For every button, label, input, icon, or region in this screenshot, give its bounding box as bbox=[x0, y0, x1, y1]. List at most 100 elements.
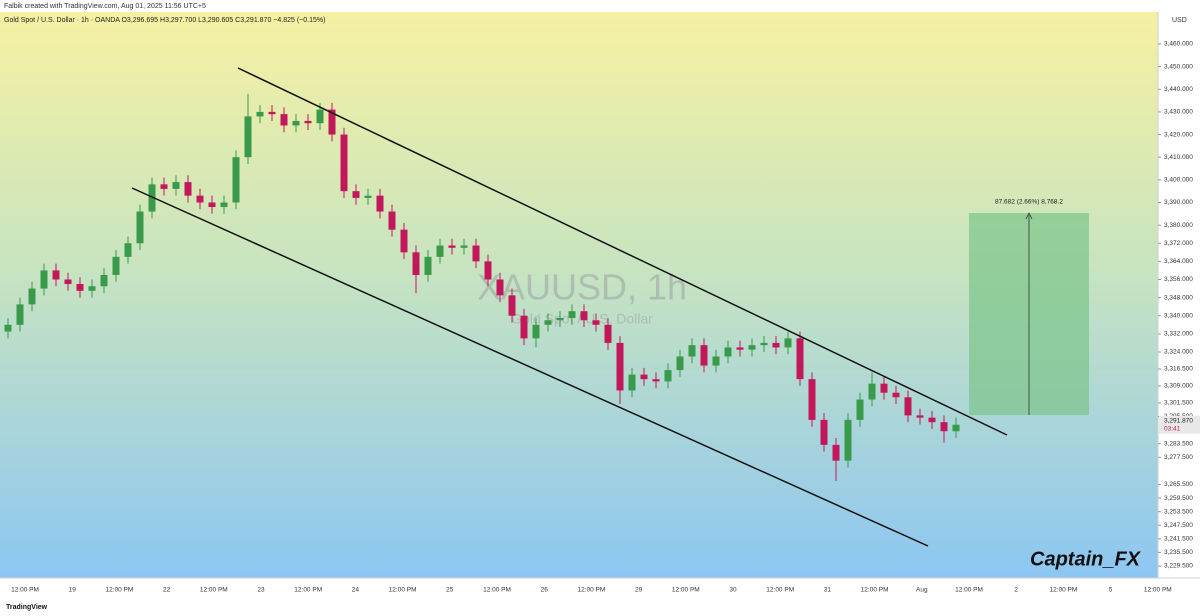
current-price-box bbox=[1159, 415, 1200, 434]
y-tick-label: 3,283.500 bbox=[1164, 440, 1193, 447]
candle-body bbox=[784, 338, 792, 348]
candle-body bbox=[928, 417, 936, 423]
y-tick-label: 3,332.000 bbox=[1164, 331, 1193, 338]
candle-body bbox=[688, 345, 696, 357]
candle-body bbox=[52, 270, 60, 280]
x-tick-label: 5 bbox=[1109, 587, 1113, 594]
candle-body bbox=[880, 383, 888, 393]
candle-body bbox=[844, 419, 852, 461]
y-tick-label: 3,324.000 bbox=[1164, 349, 1193, 356]
candle-body bbox=[580, 311, 588, 321]
candle-body bbox=[352, 191, 360, 198]
y-tick-label: 3,259.500 bbox=[1164, 495, 1193, 502]
candle-body bbox=[700, 345, 708, 366]
x-tick-label: Aug bbox=[916, 587, 928, 594]
candle-body bbox=[628, 374, 636, 391]
candle-body bbox=[268, 111, 276, 115]
x-tick-label: 12:00 PM bbox=[483, 587, 511, 594]
candle-body bbox=[136, 211, 144, 244]
candle-body bbox=[28, 288, 36, 305]
countdown-label: 03:41 bbox=[1164, 425, 1181, 432]
y-tick-label: 3,348.000 bbox=[1164, 294, 1193, 301]
candle-body bbox=[400, 229, 408, 253]
candle-body bbox=[916, 415, 924, 418]
x-tick-label: 19 bbox=[69, 587, 77, 594]
candle-body bbox=[424, 256, 432, 275]
x-tick-label: 25 bbox=[446, 587, 454, 594]
candle-body bbox=[604, 324, 612, 343]
channel-upper bbox=[237, 67, 1008, 436]
candle-body bbox=[856, 399, 864, 420]
candle-body bbox=[340, 134, 348, 192]
candle-body bbox=[172, 182, 180, 189]
candle-body bbox=[676, 356, 684, 371]
x-tick-label: 12:00 PM bbox=[105, 587, 133, 594]
x-tick-label: 12:00 PM bbox=[861, 587, 889, 594]
x-tick-label: 12:00 PM bbox=[766, 587, 794, 594]
candle-body bbox=[436, 245, 444, 257]
candle-body bbox=[208, 202, 216, 208]
candle-body bbox=[748, 345, 756, 350]
candle-body bbox=[40, 270, 48, 289]
y-tick-label: 3,430.000 bbox=[1164, 109, 1193, 116]
y-tick-label: 3,450.000 bbox=[1164, 63, 1193, 70]
candle-body bbox=[892, 392, 900, 398]
footer-bar bbox=[0, 598, 1200, 616]
candle-body bbox=[16, 304, 24, 325]
legend: Gold Spot / U.S. Dollar · 1h · OANDA O3,… bbox=[4, 17, 325, 24]
candle-body bbox=[544, 320, 552, 325]
x-tick-label: 24 bbox=[352, 587, 360, 594]
candle-body bbox=[112, 256, 120, 275]
candle-body bbox=[64, 279, 72, 285]
footer-brand: TradingView bbox=[6, 604, 48, 611]
candle-body bbox=[472, 245, 480, 262]
x-tick-label: 2 bbox=[1014, 587, 1018, 594]
y-tick-label: 3,301.500 bbox=[1164, 400, 1193, 407]
y-tick-label: 3,390.000 bbox=[1164, 199, 1193, 206]
y-tick-label: 3,420.000 bbox=[1164, 131, 1193, 138]
candle-body bbox=[772, 342, 780, 348]
candle-body bbox=[328, 109, 336, 135]
x-tick-label: 12:00 PM bbox=[389, 587, 417, 594]
candle-body bbox=[496, 279, 504, 296]
candle-body bbox=[640, 374, 648, 380]
currency: USD bbox=[1172, 17, 1187, 24]
candle-body bbox=[568, 311, 576, 318]
y-tick-label: 3,247.500 bbox=[1164, 522, 1193, 529]
candle-body bbox=[76, 284, 84, 291]
candle-body bbox=[124, 243, 132, 257]
y-tick-label: 3,400.000 bbox=[1164, 177, 1193, 184]
candle-body bbox=[88, 286, 96, 291]
y-tick-label: 3,410.000 bbox=[1164, 154, 1193, 161]
candle-body bbox=[904, 397, 912, 416]
candle-body bbox=[556, 317, 564, 321]
candle-body bbox=[376, 195, 384, 212]
measure-arrow-head bbox=[1025, 212, 1033, 220]
x-tick-label: 23 bbox=[257, 587, 265, 594]
channel-lower bbox=[131, 187, 929, 547]
candle-body bbox=[4, 324, 12, 332]
candle-body bbox=[280, 114, 288, 126]
credit: Falbik created with TradingView.com, Aug… bbox=[4, 3, 206, 10]
candle-body bbox=[232, 157, 240, 203]
y-tick-label: 3,229.500 bbox=[1164, 563, 1193, 570]
candle-body bbox=[304, 120, 312, 124]
watermark: XAUUSD, 1h bbox=[477, 267, 687, 308]
candle-body bbox=[160, 184, 168, 189]
candle-body bbox=[508, 295, 516, 316]
y-tick-label: 3,235.500 bbox=[1164, 549, 1193, 556]
candle-body bbox=[652, 379, 660, 382]
x-tick-label: 12:00 PM bbox=[672, 587, 700, 594]
candle-body bbox=[292, 120, 300, 126]
x-tick-label: 12:00 PM bbox=[200, 587, 228, 594]
y-tick-label: 3,241.500 bbox=[1164, 536, 1193, 543]
y-tick-label: 3,265.500 bbox=[1164, 481, 1193, 488]
candle-body bbox=[532, 324, 540, 339]
y-tick-label: 3,440.000 bbox=[1164, 86, 1193, 93]
candle-body bbox=[520, 315, 528, 339]
x-tick-label: 12:00 PM bbox=[1144, 587, 1172, 594]
x-tick-label: 22 bbox=[163, 587, 171, 594]
candle-body bbox=[388, 211, 396, 230]
candle-body bbox=[940, 422, 948, 432]
